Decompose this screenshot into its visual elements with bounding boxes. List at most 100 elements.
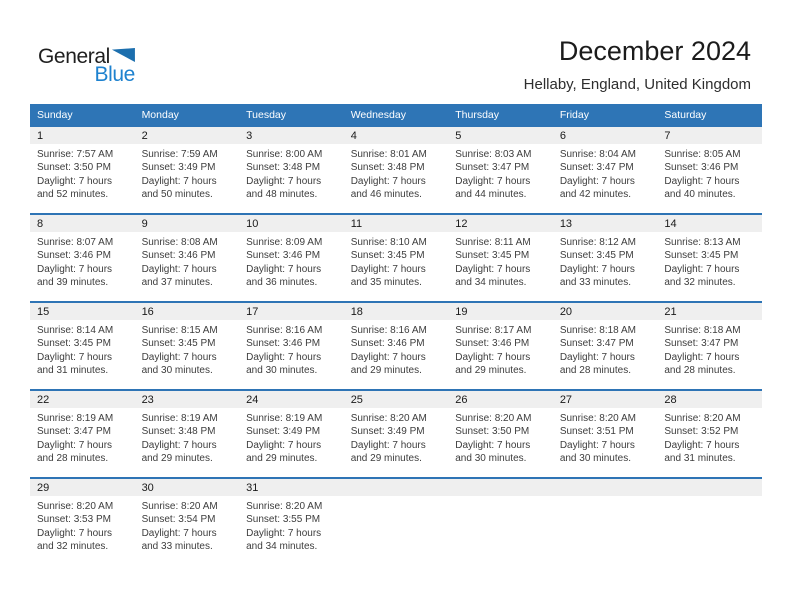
week-row: 8 Sunrise: 8:07 AM Sunset: 3:46 PM Daylight…: [30, 214, 762, 302]
day-cell: 18 Sunrise: 8:16 AM Sunset: 3:46 PM Dayligh…: [343, 302, 449, 390]
sunrise-value: 8:12 AM: [599, 237, 636, 248]
day-number-band: 9: [134, 215, 240, 232]
day-number-band: [343, 479, 449, 496]
sunrise-label: Sunrise:: [559, 237, 597, 248]
day-cell: 26 Sunrise: 8:20 AM Sunset: 3:50 PM Dayligh…: [448, 390, 553, 478]
sunset-label: Sunset:: [246, 162, 281, 174]
sunset-label: Sunset:: [246, 514, 281, 526]
daylight-value: 7 hours and 34 minutes.: [455, 263, 531, 289]
daylight-label: Daylight:: [37, 527, 76, 539]
day-number-band: 13: [552, 215, 658, 232]
day-number-band: [657, 479, 762, 496]
daylight-line: Daylight: 7 hours and 34 minutes.: [246, 527, 338, 554]
day-number: 25: [350, 394, 363, 406]
sunrise-value: 8:11 AM: [494, 237, 531, 248]
weekday-header: Thursday: [448, 104, 553, 126]
sunrise-value: 8:04 AM: [599, 149, 636, 160]
sunrise-label: Sunrise:: [559, 149, 597, 160]
sunrise-line: Sunrise: 8:20 AM: [664, 412, 756, 425]
sunset-label: Sunset:: [455, 162, 490, 174]
daylight-line: Daylight: 7 hours and 48 minutes.: [246, 175, 338, 202]
daylight-value: 7 hours and 32 minutes.: [664, 263, 740, 289]
daylight-label: Daylight:: [455, 175, 495, 187]
sunset-value: 3:45 PM: [387, 250, 425, 262]
sunrise-label: Sunrise:: [350, 413, 388, 424]
sunset-label: Sunset:: [141, 338, 176, 350]
daylight-line: Daylight: 7 hours and 46 minutes.: [351, 175, 443, 202]
sunset-line: Sunset: 3:46 PM: [455, 337, 547, 350]
sunrise-line: Sunrise: 8:16 AM: [351, 324, 443, 337]
daylight-label: Daylight:: [37, 439, 76, 451]
sunset-label: Sunset:: [559, 162, 594, 174]
daylight-line: Daylight: 7 hours and 32 minutes.: [664, 263, 756, 290]
daylight-line: Daylight: 7 hours and 30 minutes.: [246, 351, 338, 378]
sunset-label: Sunset:: [141, 426, 176, 438]
sunset-label: Sunset:: [141, 162, 176, 174]
daylight-value: 7 hours and 29 minutes.: [350, 351, 426, 377]
day-number: 14: [664, 218, 677, 230]
daylight-line: Daylight: 7 hours and 28 minutes.: [560, 351, 652, 378]
daylight-line: Daylight: 7 hours and 34 minutes.: [455, 263, 547, 290]
sunset-line: Sunset: 3:47 PM: [664, 337, 756, 350]
day-cell: 5 Sunrise: 8:03 AM Sunset: 3:47 PM Daylight…: [448, 126, 553, 214]
sunrise-value: 8:19 AM: [285, 413, 323, 424]
sunrise-label: Sunrise:: [559, 413, 597, 424]
daylight-label: Daylight:: [37, 175, 76, 187]
daylight-line: Daylight: 7 hours and 30 minutes.: [560, 439, 652, 466]
sunrise-label: Sunrise:: [141, 501, 179, 512]
sunrise-line: Sunrise: 8:19 AM: [246, 412, 338, 425]
day-number: 4: [350, 130, 357, 142]
sunrise-line: Sunrise: 8:18 AM: [560, 324, 652, 337]
sunrise-label: Sunrise:: [455, 325, 492, 336]
sunset-line: Sunset: 3:45 PM: [560, 249, 652, 262]
sunrise-label: Sunrise:: [350, 149, 388, 160]
daylight-line: Daylight: 7 hours and 29 minutes.: [455, 351, 547, 378]
sunrise-line: Sunrise: 8:00 AM: [246, 148, 338, 161]
day-number: 28: [664, 394, 677, 406]
daylight-line: Daylight: 7 hours and 44 minutes.: [455, 175, 547, 202]
sunset-value: 3:48 PM: [387, 162, 425, 174]
sunset-line: Sunset: 3:46 PM: [37, 249, 129, 262]
day-info: Sunrise: 8:14 AM Sunset: 3:45 PM Daylight:…: [30, 320, 135, 378]
sunset-value: 3:53 PM: [73, 514, 111, 526]
sunrise-label: Sunrise:: [37, 237, 74, 248]
day-cell: 6 Sunrise: 8:04 AM Sunset: 3:47 PM Daylight…: [552, 126, 658, 214]
sunrise-line: Sunrise: 8:16 AM: [246, 324, 338, 337]
daylight-value: 7 hours and 28 minutes.: [37, 439, 113, 465]
daylight-line: Daylight: 7 hours and 42 minutes.: [560, 175, 652, 202]
sunrise-value: 8:18 AM: [703, 325, 741, 336]
day-number-band: 6: [552, 127, 658, 144]
sunset-value: 3:45 PM: [491, 250, 530, 262]
daylight-value: 7 hours and 28 minutes.: [664, 351, 740, 377]
day-number: 12: [455, 218, 468, 230]
sunset-label: Sunset:: [37, 514, 71, 526]
day-number-band: 5: [448, 127, 553, 144]
weekday-header: Sunday: [30, 104, 135, 126]
daylight-label: Daylight:: [246, 527, 286, 539]
sunrise-value: 8:19 AM: [76, 413, 114, 424]
day-info: Sunrise: 8:19 AM Sunset: 3:48 PM Daylight:…: [135, 408, 240, 466]
sunset-value: 3:45 PM: [73, 338, 111, 350]
sunrise-line: Sunrise: 7:59 AM: [142, 148, 234, 161]
logo-text-general: General: [38, 45, 110, 68]
day-number: 6: [559, 130, 566, 142]
daylight-value: 7 hours and 29 minutes.: [455, 351, 531, 377]
empty-day-cell: [657, 478, 762, 566]
daylight-label: Daylight:: [141, 175, 181, 187]
daylight-value: 7 hours and 48 minutes.: [246, 175, 322, 201]
sunrise-line: Sunrise: 8:12 AM: [560, 236, 652, 249]
sunset-value: 3:52 PM: [701, 426, 739, 438]
sunrise-label: Sunrise:: [141, 149, 179, 160]
day-number-band: 31: [239, 479, 344, 496]
daylight-line: Daylight: 7 hours and 35 minutes.: [351, 263, 443, 290]
daylight-line: Daylight: 7 hours and 50 minutes.: [142, 175, 234, 202]
sunset-label: Sunset:: [455, 426, 490, 438]
daylight-line: Daylight: 7 hours and 31 minutes.: [664, 439, 756, 466]
daylight-line: Daylight: 7 hours and 33 minutes.: [560, 263, 652, 290]
sunrise-label: Sunrise:: [246, 325, 283, 336]
sunset-value: 3:47 PM: [701, 338, 739, 350]
sunrise-label: Sunrise:: [559, 325, 597, 336]
sunset-label: Sunset:: [664, 162, 699, 174]
sunset-line: Sunset: 3:45 PM: [664, 249, 756, 262]
sunrise-label: Sunrise:: [455, 237, 492, 248]
